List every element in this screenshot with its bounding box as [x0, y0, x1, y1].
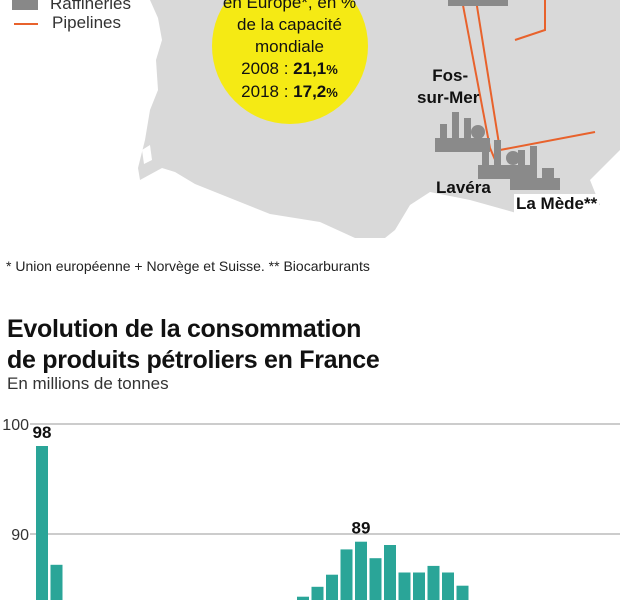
- legend-refineries: Raffineries: [0, 0, 131, 14]
- chart-title: Evolution de la consommation de produits…: [7, 314, 380, 376]
- chart-title-line-1: Evolution de la consommation: [7, 315, 362, 343]
- y-tick-label-90: 90: [11, 527, 29, 544]
- pipeline-line: [461, 0, 491, 149]
- consumption-bar-chart: 100 90 98 89: [2, 417, 620, 600]
- city-label-fos: Fos- sur-Mer: [417, 66, 480, 107]
- refinery-icon-fos: [435, 112, 490, 152]
- bar-0: [36, 446, 48, 600]
- pipeline-line: [499, 131, 596, 151]
- bubble-line-1: en Europe*, en %: [222, 0, 357, 12]
- pipeline-line: [514, 0, 546, 41]
- bar-26: [413, 572, 425, 600]
- refinery-swatch-icon: [12, 0, 38, 10]
- capacity-bubble: [212, 0, 368, 124]
- bubble-line-2008: 2008 : 21,1%: [241, 59, 338, 78]
- land-coast-detail: [142, 145, 152, 164]
- bar-24: [384, 545, 396, 600]
- bar-1: [50, 564, 63, 600]
- legend-refineries-label: Raffineries: [50, 0, 131, 13]
- bubble-line-2018: 2018 : 17,2%: [241, 82, 338, 101]
- chart-subtitle: En millions de tonnes: [7, 374, 169, 393]
- refinery-icon-lamede: [510, 146, 560, 190]
- data-label-22: 89: [352, 519, 371, 538]
- refinery-icon-top: [448, 0, 508, 6]
- bar-28: [442, 572, 454, 600]
- bar-27: [427, 565, 440, 600]
- bar-25: [398, 572, 411, 600]
- bubble-line-2: de la capacité: [237, 15, 342, 34]
- pipeline-swatch-icon: [14, 22, 38, 25]
- bar-23: [369, 558, 382, 600]
- refinery-map: [138, 0, 620, 238]
- legend-pipelines-label: Pipelines: [52, 13, 121, 32]
- bubble-line-3: mondiale: [255, 37, 324, 56]
- city-label-lamede: La Mède**: [514, 194, 600, 214]
- chart-title-line-2: de produits pétroliers en France: [7, 346, 380, 374]
- bar-29: [456, 585, 469, 600]
- bar-20: [326, 574, 338, 600]
- legend-pipelines: Pipelines: [0, 13, 121, 33]
- data-label-0: 98: [33, 423, 52, 442]
- footnote: * Union européenne + Norvège et Suisse. …: [6, 258, 370, 274]
- pipeline-line: [475, 0, 501, 151]
- y-tick-label-100: 100: [2, 417, 29, 434]
- bar-21: [340, 549, 353, 600]
- bar-19: [311, 586, 324, 600]
- city-label-lavera: Lavéra: [436, 178, 491, 197]
- bubble-text-block: en Europe*, en % de la capacité mondiale…: [212, 0, 367, 104]
- bar-22: [355, 541, 367, 600]
- bar-18: [297, 596, 309, 600]
